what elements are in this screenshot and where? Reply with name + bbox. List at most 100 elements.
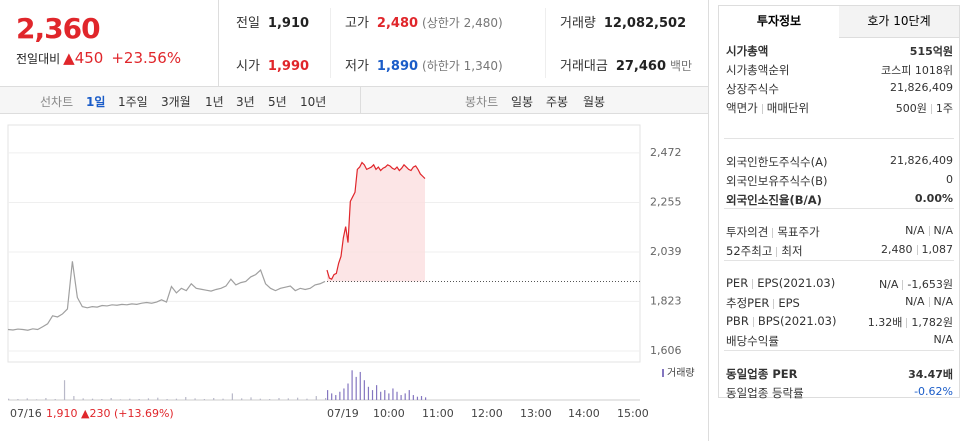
separator <box>761 103 763 114</box>
info-tab[interactable]: 투자정보 <box>719 6 840 37</box>
x-tick-label: 14:00 <box>568 407 600 420</box>
volume-bar <box>119 399 122 400</box>
x-tick-label: 13:00 <box>520 407 552 420</box>
info-value-part: 0.00% <box>914 192 953 205</box>
group-divider <box>724 260 954 261</box>
summary-label: 시가 <box>236 59 260 74</box>
period-tab[interactable]: 1주일 <box>118 95 148 109</box>
candle-tab[interactable]: 월봉 <box>583 95 606 109</box>
volume-bar <box>315 396 317 400</box>
volume-bar <box>343 388 345 400</box>
volume-bar <box>185 397 187 400</box>
summary-note: 백만 <box>670 59 693 73</box>
info-value-part: 1,782원 <box>911 316 953 329</box>
summary-divider <box>545 8 546 78</box>
info-value: 34.47배 <box>908 366 953 382</box>
volume-bar <box>339 391 341 400</box>
info-label-part: 최저 <box>781 244 803 258</box>
info-label-part: EPS <box>778 296 800 310</box>
info-value: -0.62% <box>914 385 953 398</box>
volume-bar <box>327 390 329 400</box>
info-label: 동일업종 PER <box>726 366 797 382</box>
volume-bar <box>396 391 398 400</box>
period-tab[interactable]: 5년 <box>268 95 287 109</box>
summary-note: (상한가 2,480) <box>422 16 503 30</box>
summary-item: 저가 1,890 (하한가 1,340) <box>345 55 503 74</box>
change-line: 전일대비 ▲450 +23.56% <box>16 48 181 67</box>
period-tab[interactable]: 3년 <box>236 95 255 109</box>
x-tick-label: 12:00 <box>471 407 503 420</box>
volume-bar <box>371 390 374 400</box>
summary-value: 1,990 <box>267 59 310 74</box>
volume-bar <box>63 380 66 400</box>
x-tick-label: 11:00 <box>422 407 454 420</box>
info-value: 0.00% <box>915 192 953 205</box>
info-value-part: 2,480 <box>881 243 913 256</box>
info-label-part: 시가총액순위 <box>726 63 790 77</box>
candle-tab[interactable]: 주봉 <box>546 95 569 109</box>
period-tab[interactable]: 1년 <box>205 95 224 109</box>
info-value-part: 515억원 <box>909 45 953 58</box>
summary-value: 1,890 <box>376 59 419 74</box>
info-value-part: 1주 <box>935 102 953 115</box>
info-value-part: 0 <box>946 173 953 186</box>
info-value-part: 1,087 <box>921 243 954 256</box>
volume-bar <box>404 393 406 400</box>
x-tick-label: 07/19 <box>327 407 359 420</box>
info-label-part: 배당수익률 <box>726 334 779 348</box>
info-tab[interactable]: 호가 10단계 <box>839 6 959 38</box>
change: ▲450 <box>63 49 104 67</box>
volume-bar <box>347 383 349 400</box>
tab-group-label: 봉차트 <box>465 95 499 109</box>
left-divider <box>708 0 709 441</box>
volume-bar <box>297 397 299 400</box>
info-value: N/A -1,653원 <box>879 276 953 292</box>
info-label: 외국인보유주식수(B) <box>726 173 828 189</box>
separator <box>772 227 774 238</box>
period-tab[interactable]: 10년 <box>300 95 327 109</box>
info-value-part: 34.47배 <box>908 368 953 381</box>
x-date-label: 07/16 <box>10 407 42 420</box>
price-line <box>326 161 426 280</box>
volume-label: 거래량 <box>667 367 695 379</box>
info-label-part: 상장주식수 <box>726 82 779 96</box>
volume-bar <box>388 393 390 400</box>
volume-bar <box>359 371 361 400</box>
volume-bar <box>325 398 327 400</box>
volume-bar <box>412 395 414 400</box>
info-label-part: 외국인한도주식수(A) <box>726 155 828 169</box>
info-label: 배당수익률 <box>726 333 779 349</box>
info-value: 21,826,409 <box>890 154 953 167</box>
info-label-part: 추정PER <box>726 296 770 310</box>
info-label: 외국인소진율(B/A) <box>726 192 822 208</box>
period-tab[interactable]: 1일 <box>86 95 106 109</box>
group-divider <box>724 350 954 351</box>
tab-bar <box>0 86 708 114</box>
separator <box>776 246 778 257</box>
info-value: N/A N/A <box>905 224 953 237</box>
info-value-part: 500원 <box>895 102 927 115</box>
separator <box>916 245 918 255</box>
info-value-part: N/A <box>933 224 953 237</box>
price: 2,360 <box>16 12 101 45</box>
separator <box>928 297 930 307</box>
volume-bar <box>35 399 38 400</box>
y-tick-label: 1,606 <box>650 344 682 357</box>
info-value-part: -0.62% <box>914 385 953 398</box>
volume-bar <box>392 388 394 400</box>
info-label-part: EPS(2021.03) <box>757 276 836 290</box>
info-label: 외국인한도주식수(A) <box>726 154 827 170</box>
info-label-part: 외국인보유주식수(B) <box>726 174 828 188</box>
info-label: 상장주식수 <box>726 81 779 97</box>
summary-label: 전일 <box>236 16 260 31</box>
info-label-part: 투자의견 <box>726 225 769 239</box>
price-line <box>7 261 326 331</box>
candle-tab[interactable]: 일봉 <box>511 95 534 109</box>
volume-bar <box>287 398 289 400</box>
volume-bar <box>147 398 150 400</box>
info-value: 500원 1주 <box>896 100 953 116</box>
summary-label: 거래대금 <box>560 59 608 74</box>
info-value: 0 <box>946 173 953 186</box>
period-tab[interactable]: 3개월 <box>161 95 191 109</box>
summary-item: 거래량 12,082,502 <box>560 12 690 31</box>
